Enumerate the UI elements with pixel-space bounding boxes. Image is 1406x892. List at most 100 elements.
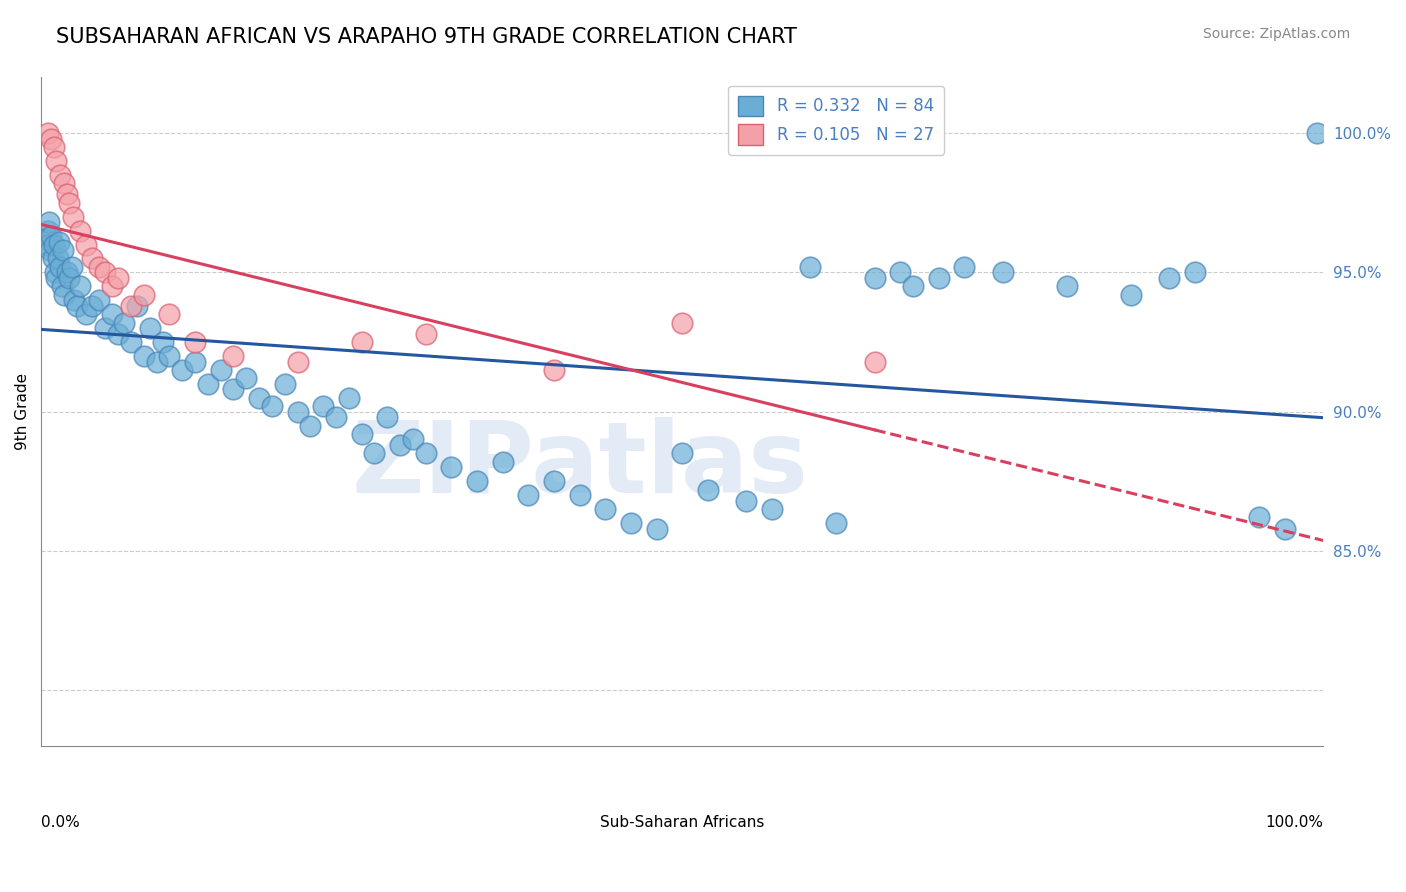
Point — [1159, 271, 1181, 285]
Point — [49, 260, 72, 274]
Point — [350, 426, 373, 441]
Point — [889, 265, 911, 279]
Point — [350, 334, 373, 349]
Point — [274, 376, 297, 391]
Point — [517, 488, 540, 502]
Point — [1119, 287, 1142, 301]
Point — [38, 215, 60, 229]
Point — [41, 132, 63, 146]
Point — [325, 410, 347, 425]
Point — [172, 363, 194, 377]
Point — [35, 232, 58, 246]
Point — [48, 235, 70, 249]
Text: ZIPatlas: ZIPatlas — [352, 417, 808, 514]
Point — [66, 299, 89, 313]
Point — [132, 287, 155, 301]
Point — [69, 224, 91, 238]
Point — [375, 410, 398, 425]
Point — [991, 265, 1014, 279]
Point — [42, 237, 65, 252]
Point — [87, 293, 110, 308]
Point — [75, 307, 97, 321]
Point — [94, 265, 117, 279]
Point — [51, 279, 73, 293]
Point — [58, 195, 80, 210]
Text: 0.0%: 0.0% — [41, 815, 80, 830]
Point — [209, 363, 232, 377]
Point — [299, 418, 322, 433]
Point — [863, 354, 886, 368]
Point — [799, 260, 821, 274]
Point — [197, 376, 219, 391]
Point — [55, 187, 77, 202]
Point — [247, 391, 270, 405]
Point — [235, 371, 257, 385]
Point — [389, 438, 412, 452]
Point — [37, 224, 59, 238]
Point — [363, 446, 385, 460]
Point — [402, 433, 425, 447]
Point — [157, 307, 180, 321]
Point — [120, 299, 142, 313]
Point — [222, 383, 245, 397]
Point — [440, 460, 463, 475]
Point — [1184, 265, 1206, 279]
Point — [928, 271, 950, 285]
Point — [46, 252, 69, 266]
Point — [465, 475, 488, 489]
Point — [100, 279, 122, 293]
Point — [312, 399, 335, 413]
Point — [39, 243, 62, 257]
Point — [87, 260, 110, 274]
Point — [145, 354, 167, 368]
Point — [37, 126, 59, 140]
Point — [863, 271, 886, 285]
Point — [45, 153, 67, 168]
Point — [41, 252, 63, 266]
Legend: R = 0.332   N = 84, R = 0.105   N = 27: R = 0.332 N = 84, R = 0.105 N = 27 — [728, 86, 943, 155]
Point — [75, 237, 97, 252]
Point — [37, 237, 59, 252]
Point — [287, 354, 309, 368]
Point — [63, 293, 86, 308]
Point — [114, 316, 136, 330]
Point — [1249, 510, 1271, 524]
Point — [671, 446, 693, 460]
Point — [55, 265, 77, 279]
Point — [132, 349, 155, 363]
Point — [184, 354, 207, 368]
Point — [222, 349, 245, 363]
Point — [82, 299, 104, 313]
Point — [337, 391, 360, 405]
Point — [696, 483, 718, 497]
Point — [69, 279, 91, 293]
Point — [41, 229, 63, 244]
Point — [58, 271, 80, 285]
Point — [120, 334, 142, 349]
Point — [184, 334, 207, 349]
Point — [761, 502, 783, 516]
Text: SUBSAHARAN AFRICAN VS ARAPAHO 9TH GRADE CORRELATION CHART: SUBSAHARAN AFRICAN VS ARAPAHO 9TH GRADE … — [56, 27, 797, 46]
Point — [671, 316, 693, 330]
Point — [543, 363, 565, 377]
Point — [94, 321, 117, 335]
Point — [82, 252, 104, 266]
Point — [953, 260, 976, 274]
Point — [52, 243, 75, 257]
Point — [53, 176, 76, 190]
Point — [127, 299, 149, 313]
Point — [42, 140, 65, 154]
Point — [44, 265, 66, 279]
Point — [152, 334, 174, 349]
Point — [1274, 522, 1296, 536]
Point — [1056, 279, 1078, 293]
Point — [100, 307, 122, 321]
Text: Sub-Saharan Africans: Sub-Saharan Africans — [600, 815, 765, 830]
Point — [735, 493, 758, 508]
Point — [53, 287, 76, 301]
Point — [568, 488, 591, 502]
Point — [45, 271, 67, 285]
Point — [901, 279, 924, 293]
Y-axis label: 9th Grade: 9th Grade — [15, 373, 30, 450]
Point — [543, 475, 565, 489]
